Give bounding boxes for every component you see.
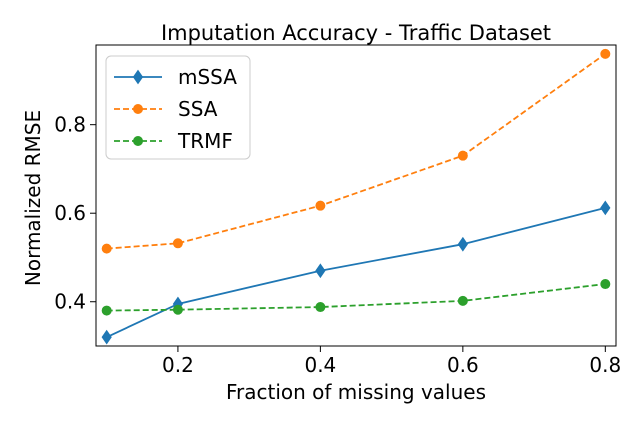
- data-point-trmf: [172, 304, 183, 315]
- plot-frame: [95, 44, 617, 347]
- y-tick-label: 0.8: [54, 113, 86, 137]
- x-tick-label: 0.4: [304, 353, 336, 377]
- legend-label-ssa: SSA: [178, 97, 218, 121]
- data-point-trmf: [315, 302, 326, 313]
- legend: mSSA SSA TRMF: [105, 55, 251, 160]
- data-point-trmf: [600, 279, 611, 290]
- y-tick-label: 0.6: [54, 201, 86, 225]
- data-point-ssa: [172, 238, 183, 249]
- data-point-trmf: [457, 295, 468, 306]
- legend-marker-trmf: [133, 136, 143, 146]
- legend-marker-ssa: [133, 104, 143, 114]
- legend-marker-mssa: [132, 69, 144, 85]
- legend-box: [105, 55, 251, 160]
- x-axis-label: Fraction of missing values: [226, 380, 486, 404]
- legend-label-trmf: TRMF: [177, 129, 233, 153]
- data-point-mssa: [457, 236, 468, 252]
- y-tick-label: 0.4: [54, 290, 86, 314]
- data-point-ssa: [600, 48, 611, 59]
- data-point-mssa: [315, 263, 326, 279]
- data-point-ssa: [101, 243, 112, 254]
- data-point-ssa: [457, 150, 468, 161]
- x-tick-label: 0.6: [447, 353, 479, 377]
- data-point-trmf: [101, 305, 112, 316]
- plot-area: [101, 48, 611, 345]
- y-axis-label: Normalized RMSE: [21, 110, 45, 286]
- series-ssa: [101, 48, 611, 254]
- chart-title: Imputation Accuracy - Traffic Dataset: [161, 21, 551, 45]
- series-trmf: [101, 279, 611, 316]
- x-tick-label: 0.2: [162, 353, 194, 377]
- data-point-ssa: [315, 200, 326, 211]
- data-point-mssa: [600, 200, 611, 216]
- series-mssa: [101, 200, 611, 345]
- legend-label-mssa: mSSA: [178, 65, 237, 89]
- series-line-trmf: [106, 283, 606, 312]
- data-point-mssa: [101, 329, 112, 345]
- series-line-mssa: [106, 207, 606, 338]
- x-tick-label: 0.8: [589, 353, 621, 377]
